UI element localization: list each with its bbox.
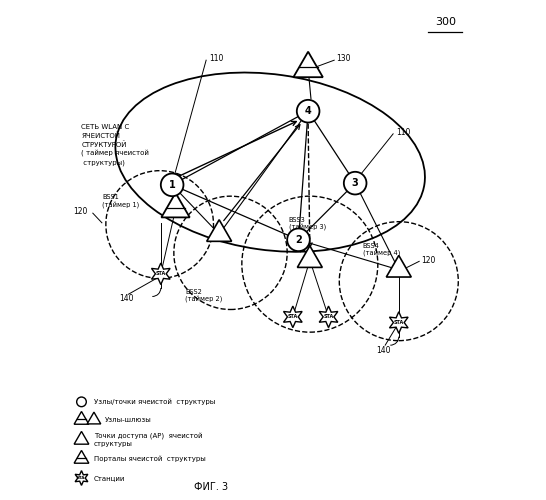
Text: 4: 4: [305, 106, 312, 116]
Polygon shape: [74, 450, 89, 463]
Text: STA: STA: [288, 314, 298, 320]
Polygon shape: [74, 432, 89, 444]
Text: 140: 140: [119, 294, 133, 302]
Polygon shape: [75, 470, 88, 486]
Text: Узлы/точки ячеистой  структуры: Узлы/точки ячеистой структуры: [94, 398, 215, 405]
Text: BSS3
(таймер 3): BSS3 (таймер 3): [289, 217, 326, 231]
Text: 130: 130: [336, 54, 351, 63]
Polygon shape: [151, 263, 170, 284]
Text: STA: STA: [156, 272, 166, 276]
Polygon shape: [319, 306, 338, 328]
Polygon shape: [74, 412, 89, 424]
Text: 300: 300: [435, 17, 456, 27]
Polygon shape: [293, 52, 323, 77]
Text: STA: STA: [77, 476, 86, 480]
Text: Станции: Станции: [94, 475, 126, 481]
Polygon shape: [389, 312, 408, 334]
Text: 120: 120: [74, 207, 88, 216]
Circle shape: [161, 174, 183, 196]
Text: BSS4
(таймер 4): BSS4 (таймер 4): [363, 243, 400, 258]
Circle shape: [297, 100, 319, 122]
Text: STA: STA: [323, 314, 334, 320]
Polygon shape: [162, 193, 189, 218]
Polygon shape: [283, 306, 302, 328]
Text: Порталы ячеистой  структуры: Порталы ячеистой структуры: [94, 456, 206, 462]
Circle shape: [344, 172, 366, 195]
Polygon shape: [387, 256, 411, 277]
Polygon shape: [87, 412, 101, 424]
Text: BSS2
(таймер 2): BSS2 (таймер 2): [185, 288, 223, 302]
Text: 3: 3: [352, 178, 359, 188]
Text: ФИГ. 3: ФИГ. 3: [194, 482, 228, 492]
Text: 1: 1: [169, 180, 175, 190]
Polygon shape: [298, 246, 322, 268]
Text: 2: 2: [295, 235, 302, 245]
Text: 140: 140: [376, 346, 390, 356]
Text: 110: 110: [396, 128, 411, 136]
Text: СЕТЬ WLAN С
ЯЧЕИСТОЙ
СТРУКТУРОЙ
( таймер ячеистой
 структуры): СЕТЬ WLAN С ЯЧЕИСТОЙ СТРУКТУРОЙ ( таймер…: [81, 124, 150, 166]
Text: STA: STA: [394, 320, 404, 325]
Polygon shape: [207, 220, 232, 242]
Text: Точки доступа (AP)  ячеистой
структуры: Точки доступа (AP) ячеистой структуры: [94, 433, 203, 447]
Circle shape: [287, 228, 310, 251]
Text: 110: 110: [210, 54, 224, 63]
Text: Узлы-шлюзы: Узлы-шлюзы: [105, 417, 152, 423]
Text: 120: 120: [422, 256, 436, 264]
Text: BSS1
(таймер 1): BSS1 (таймер 1): [102, 194, 139, 208]
